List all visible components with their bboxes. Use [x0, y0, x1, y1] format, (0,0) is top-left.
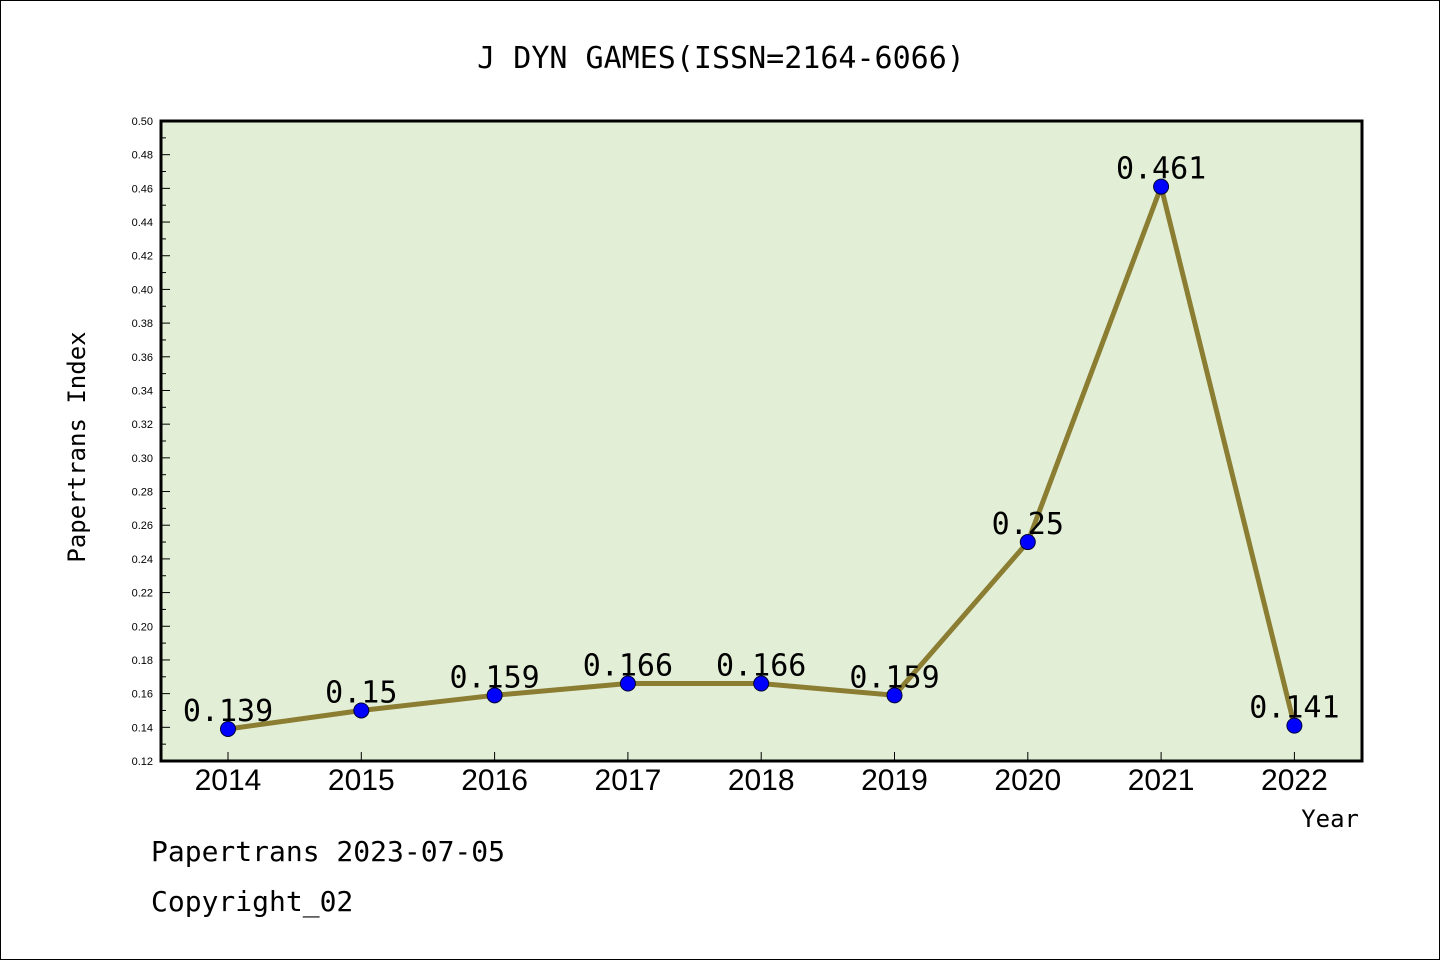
- x-tick-label: 2014: [195, 764, 262, 797]
- data-point-marker: [619, 675, 636, 692]
- data-label: 0.166: [716, 649, 806, 684]
- y-tick-label: 0.20: [132, 621, 153, 633]
- y-tick-label: 0.42: [132, 251, 153, 263]
- data-point-marker: [753, 675, 770, 692]
- x-tick-label: 2021: [1128, 764, 1195, 797]
- footer-date: Papertrans 2023-07-05: [151, 835, 506, 868]
- plot-area: [161, 121, 1362, 761]
- data-point-marker: [353, 702, 370, 719]
- data-point-marker: [1019, 534, 1036, 551]
- y-tick-label: 0.24: [132, 554, 153, 566]
- chart-title: J DYN GAMES(ISSN=2164-6066): [477, 41, 965, 76]
- y-tick-label: 0.46: [132, 183, 153, 195]
- x-tick-label: 2015: [328, 764, 395, 797]
- y-axis: 0.12 0.14 0.16 0.18 0.20 0.22 0.24 0.26 0.28 0.30…: [132, 116, 170, 768]
- data-point-marker: [886, 687, 903, 704]
- x-tick-label: 2016: [461, 764, 528, 797]
- y-tick-label: 0.26: [132, 520, 153, 532]
- data-labels: 0.139 0.15 0.159 0.166 0.166 0.159 0.25 0.461 0.…: [183, 152, 1340, 729]
- data-label: 0.159: [849, 660, 939, 695]
- series-line-group: [220, 178, 1303, 737]
- data-label: 0.139: [183, 694, 273, 729]
- y-tick-label: 0.50: [132, 116, 153, 128]
- y-tick-label: 0.22: [132, 588, 153, 600]
- data-label: 0.461: [1116, 152, 1206, 187]
- y-tick-label: 0.28: [132, 487, 153, 499]
- footer-copyright: Copyright_02: [151, 885, 354, 918]
- y-axis-title: Papertrans Index: [63, 331, 91, 562]
- y-tick-label: 0.36: [132, 352, 153, 364]
- data-point-marker: [1286, 717, 1303, 734]
- y-tick-label: 0.32: [132, 419, 153, 431]
- x-axis-title: Year: [1301, 805, 1359, 833]
- y-tick-label: 0.40: [132, 284, 153, 296]
- plot-border: [159, 119, 1364, 763]
- y-tick-label: 0.38: [132, 318, 153, 330]
- x-tick-label: 2018: [728, 764, 795, 797]
- data-label: 0.25: [992, 507, 1064, 542]
- x-tick-label: 2019: [861, 764, 928, 797]
- data-label: 0.166: [583, 649, 673, 684]
- y-tick-label: 0.34: [132, 385, 153, 397]
- x-tick-label: 2017: [595, 764, 662, 797]
- y-tick-label: 0.16: [132, 689, 153, 701]
- y-tick-label: 0.44: [132, 217, 153, 229]
- data-point-marker: [220, 721, 236, 737]
- data-label: 0.15: [325, 675, 397, 710]
- y-tick-label: 0.14: [132, 722, 153, 734]
- data-point-marker: [486, 687, 503, 704]
- x-tick-label: 2020: [994, 764, 1061, 797]
- x-axis: 2014 2015 2016 2017 2018 2019 2020 2021 2022: [195, 752, 1328, 797]
- x-tick-label: 2022: [1261, 764, 1328, 797]
- y-tick-label: 0.30: [132, 453, 153, 465]
- data-label: 0.141: [1249, 691, 1339, 726]
- y-tick-label: 0.18: [132, 655, 153, 667]
- y-tick-label: 0.12: [132, 756, 153, 768]
- data-label: 0.159: [449, 660, 539, 695]
- y-tick-label: 0.48: [132, 150, 153, 162]
- data-point-marker: [1153, 178, 1170, 195]
